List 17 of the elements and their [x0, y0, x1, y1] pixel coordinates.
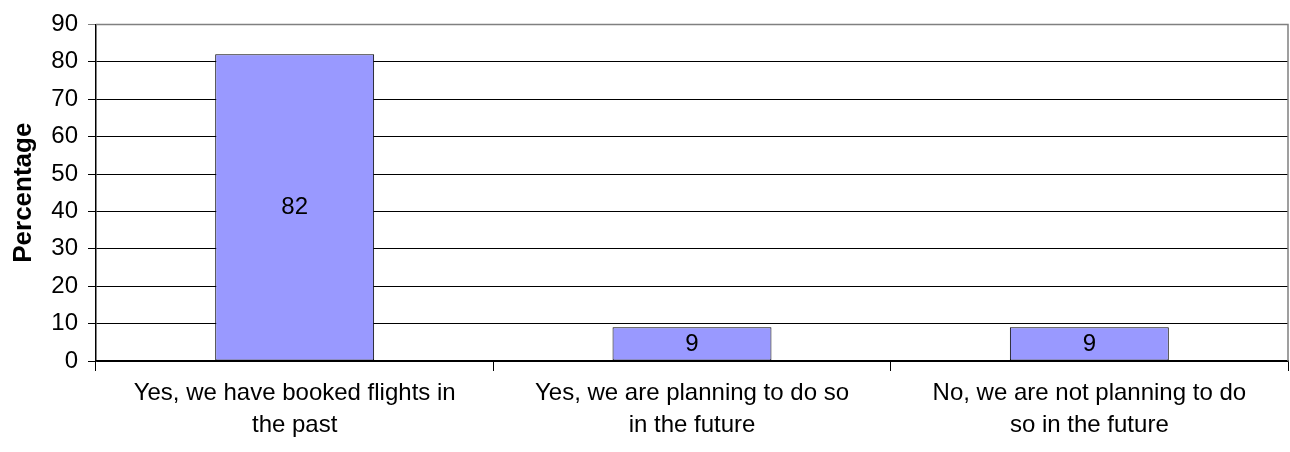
- y-tick-label: 80: [51, 46, 78, 74]
- y-tick-label: 50: [51, 158, 78, 186]
- y-tick-label: 10: [51, 308, 78, 336]
- x-tick-label: Yes, we are planning to do so in the future: [534, 377, 850, 438]
- y-tick-label: 90: [51, 9, 78, 37]
- y-tick-label: 40: [51, 196, 78, 224]
- y-tick-label: 60: [51, 121, 78, 149]
- x-tick-label: No, we are not planning to do so in the future: [932, 377, 1247, 438]
- y-axis-title: Percentage: [6, 122, 37, 263]
- y-tick-label: 0: [64, 345, 78, 373]
- y-tick-label: 70: [51, 83, 78, 111]
- data-label: 82: [281, 192, 309, 220]
- y-tick-label: 20: [51, 270, 78, 298]
- data-label: 9: [1082, 328, 1097, 356]
- y-tick-label: 30: [51, 233, 78, 261]
- x-tick-label: Yes, we have booked flights in the past: [133, 377, 456, 438]
- data-label: 9: [685, 328, 699, 356]
